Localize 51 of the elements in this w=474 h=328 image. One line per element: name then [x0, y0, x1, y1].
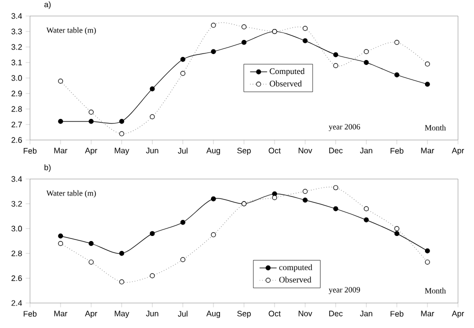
point: [333, 63, 338, 68]
point: [242, 40, 246, 45]
point: [150, 273, 155, 278]
point: [364, 206, 369, 212]
point: [364, 217, 369, 222]
point: [302, 26, 308, 31]
point: [58, 234, 64, 239]
point: [242, 24, 246, 30]
point: [424, 62, 430, 67]
point: [119, 250, 124, 256]
point: [394, 231, 400, 236]
point: [333, 206, 338, 212]
point: [150, 231, 155, 236]
legend-label: Computed: [270, 68, 305, 76]
point: [180, 257, 186, 262]
point: [150, 86, 155, 92]
point: [364, 49, 369, 54]
legend-label: computed: [279, 264, 312, 272]
point: [302, 188, 308, 194]
point: [88, 118, 94, 124]
point: [424, 82, 430, 87]
point: [58, 240, 64, 246]
point: [88, 260, 94, 265]
legend-label: Observed: [270, 80, 302, 86]
point: [424, 260, 430, 265]
point: [394, 72, 400, 78]
point: [180, 220, 186, 225]
point: [364, 60, 369, 65]
point: [302, 38, 308, 44]
point: [180, 70, 186, 76]
point: [180, 56, 186, 62]
point: [210, 22, 216, 28]
point: [150, 114, 155, 120]
point: [394, 226, 400, 232]
legend-label: Observed: [279, 276, 312, 283]
point: [58, 118, 64, 124]
point: [210, 49, 216, 54]
point: [119, 118, 124, 124]
point: [210, 232, 216, 238]
point: [88, 240, 94, 246]
point: [88, 110, 94, 115]
point: [210, 196, 216, 202]
point: [119, 131, 124, 136]
point: [424, 248, 430, 254]
point: [333, 185, 338, 190]
point: [58, 78, 64, 84]
point: [119, 279, 124, 284]
point: [272, 195, 278, 200]
point: [394, 40, 400, 45]
point: [333, 52, 338, 58]
point: [302, 198, 308, 203]
